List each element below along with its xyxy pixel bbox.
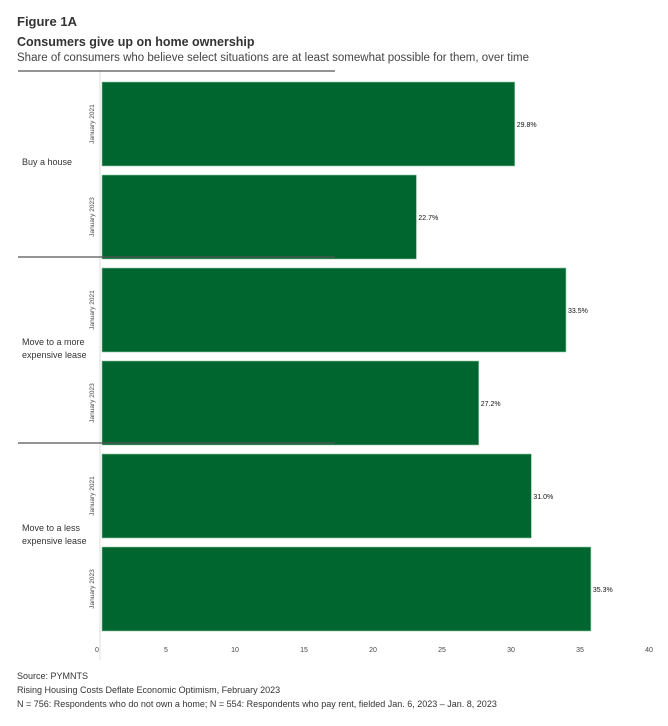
x-tick-label: 25 <box>438 647 446 654</box>
report-note: Rising Housing Costs Deflate Economic Op… <box>17 685 281 695</box>
category-label: expensive lease <box>22 350 87 360</box>
chart-title: Consumers give up on home ownership <box>17 35 255 49</box>
x-tick-label: 5 <box>164 647 168 654</box>
bar-chart: Buy a house 29.8% January 2021 22.7% January… <box>18 70 653 660</box>
sample-note: N = 756: Respondents who do not own a ho… <box>17 699 497 709</box>
bar <box>101 360 480 446</box>
x-tick-label: 15 <box>300 647 308 654</box>
bar <box>101 81 516 167</box>
x-tick-label: 40 <box>645 647 653 654</box>
data-label: 33.5% <box>568 308 588 315</box>
category-label: Move to a less <box>22 523 81 533</box>
subcategory-label: January 2021 <box>89 476 96 516</box>
bar <box>101 546 592 632</box>
subcategory-label: January 2023 <box>89 383 96 423</box>
data-label: 31.0% <box>533 494 553 501</box>
category-label: expensive lease <box>22 536 87 546</box>
category-label: Move to a more <box>22 337 85 347</box>
x-tick-label: 30 <box>507 647 515 654</box>
x-tick-label: 20 <box>369 647 377 654</box>
source-note: Source: PYMNTS <box>17 671 89 681</box>
subcategory-label: January 2021 <box>89 290 96 330</box>
data-label: 35.3% <box>593 587 613 594</box>
bar <box>101 267 567 353</box>
category-label: Buy a house <box>22 157 72 167</box>
bar <box>101 174 417 260</box>
x-tick-label: 35 <box>576 647 584 654</box>
subcategory-label: January 2023 <box>89 569 96 609</box>
chart-subtitle: Share of consumers who believe select si… <box>17 52 529 64</box>
figure-label: Figure 1A <box>17 14 77 29</box>
x-tick-label: 10 <box>231 647 239 654</box>
data-label: 22.7% <box>418 215 438 222</box>
x-tick-label: 0 <box>95 647 99 654</box>
subcategory-label: January 2023 <box>89 197 96 237</box>
bar <box>101 453 532 539</box>
subcategory-label: January 2021 <box>89 104 96 144</box>
data-label: 29.8% <box>517 122 537 129</box>
data-label: 27.2% <box>481 401 501 408</box>
